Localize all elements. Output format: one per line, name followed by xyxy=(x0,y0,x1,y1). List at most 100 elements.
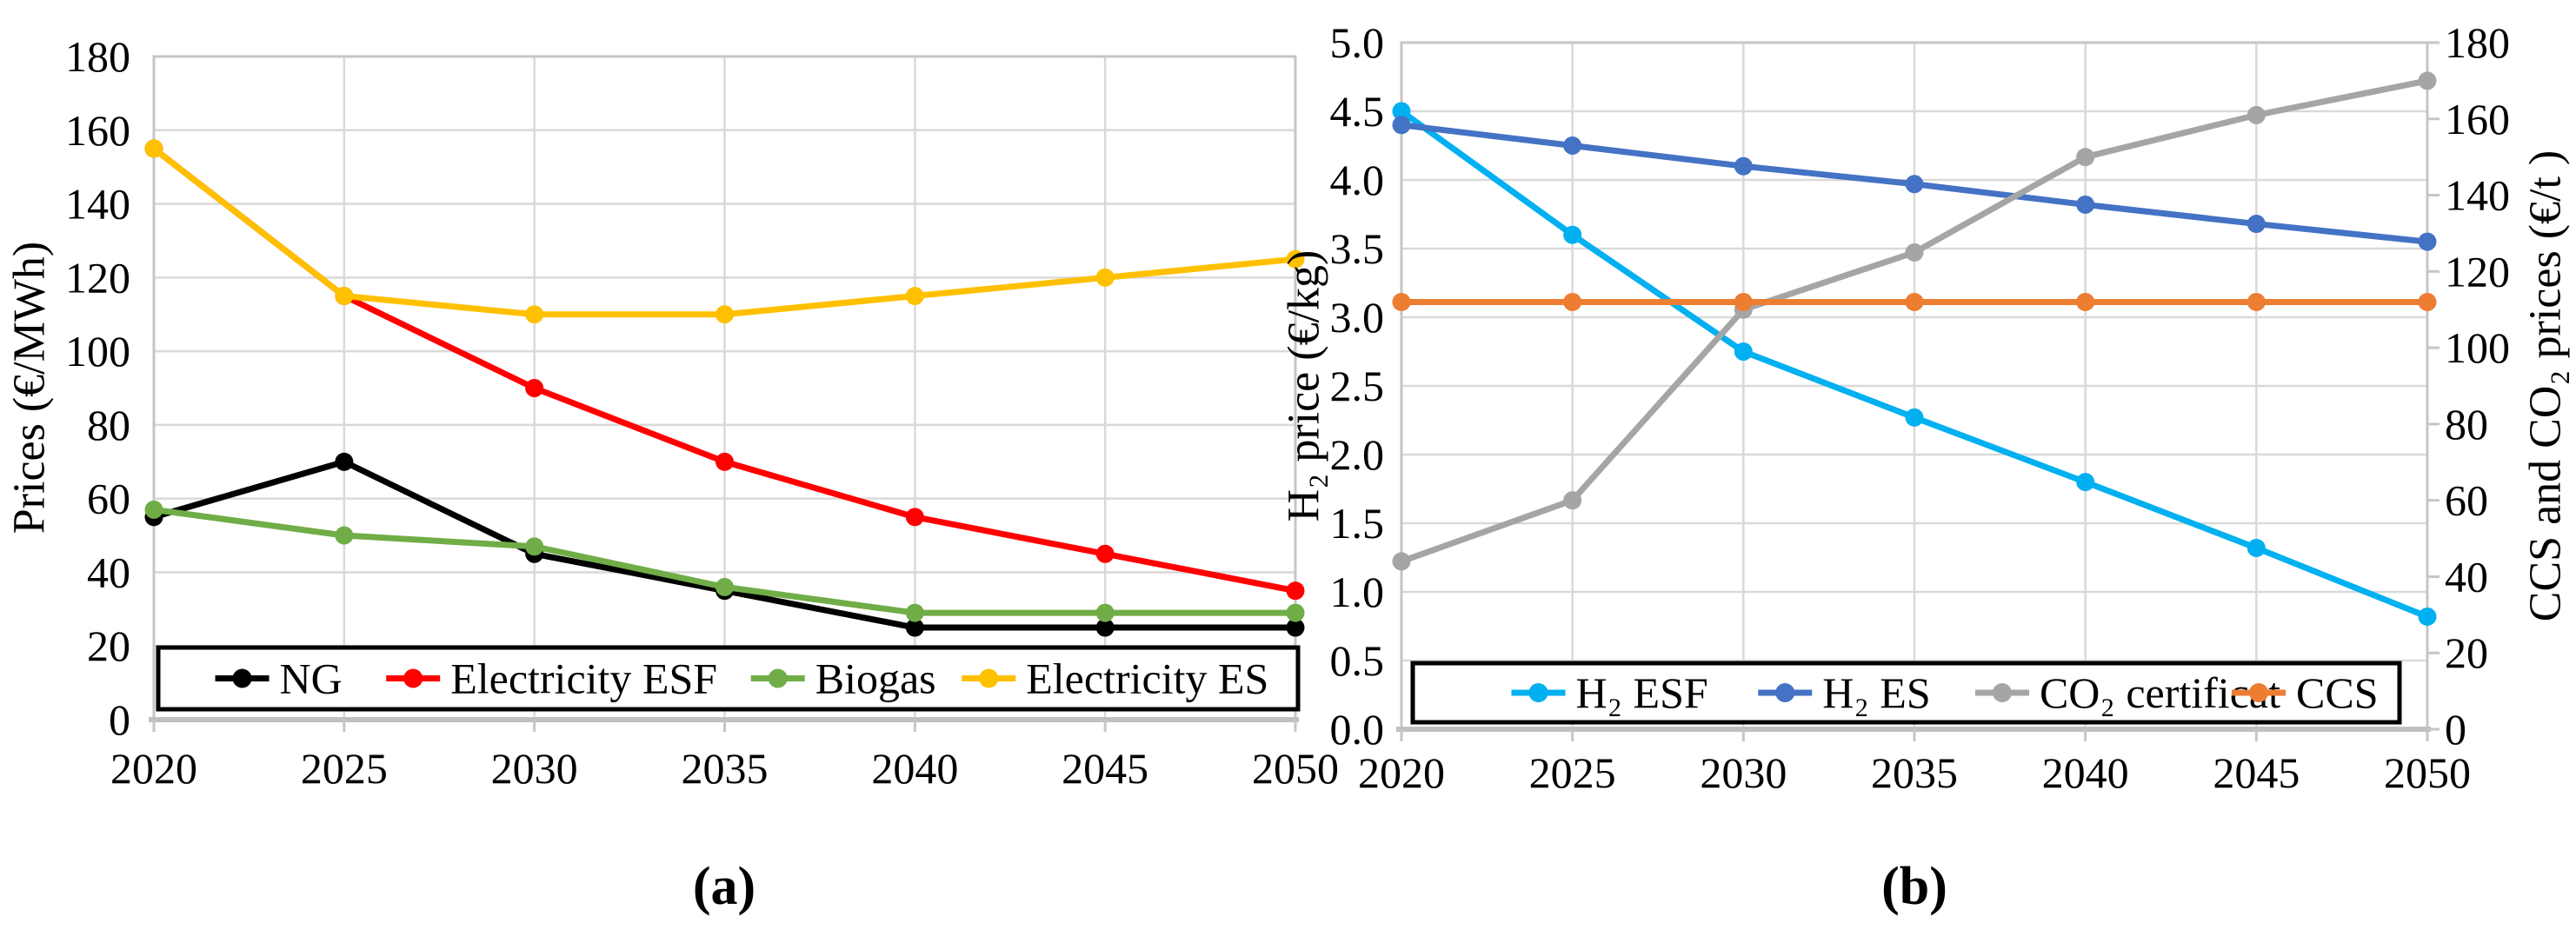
chart-a-ytick-120: 120 xyxy=(65,253,130,302)
chart-b-ytick-4.5: 4.5 xyxy=(1330,87,1385,136)
series-electricity-esf-marker-2040 xyxy=(905,508,924,527)
legend-marker-dot-electricity-esf xyxy=(403,668,423,688)
chart-a-ytick-140: 140 xyxy=(65,180,130,229)
series-ccs-marker-2025 xyxy=(1563,292,1582,311)
legend-marker-dot-h-esf xyxy=(1528,683,1548,702)
series-biogas-marker-2035 xyxy=(716,577,734,596)
legend-marker-dot-co-certificat xyxy=(1992,683,2012,702)
series-h-esf-marker-2040 xyxy=(2076,473,2095,492)
chart-b-right-ytick-80: 80 xyxy=(2445,400,2488,448)
series-h-es xyxy=(1392,116,2437,251)
chart-a-xtick-2045: 2045 xyxy=(1062,744,1148,793)
chart-a-xtick-2040: 2040 xyxy=(871,744,958,793)
series-co-certificat xyxy=(1392,71,2437,571)
series-ccs-marker-2050 xyxy=(2418,292,2437,311)
chart-b-right-ytick-140: 140 xyxy=(2445,171,2510,220)
series-electricity-esf-marker-2035 xyxy=(716,452,734,471)
chart-a-xtick-2035: 2035 xyxy=(682,744,769,793)
chart-b-right-ytick-100: 100 xyxy=(2445,323,2510,372)
series-h-es-marker-2020 xyxy=(1392,116,1411,135)
legend-marker-dot-biogas xyxy=(768,668,788,688)
caption-a: (a) xyxy=(692,857,756,916)
chart-b-legend: H₂ ESF H₂ ES CO₂ certificat CCS xyxy=(1410,661,2402,725)
legend-label-electricity-esf: Electricity ESF xyxy=(450,654,717,703)
caption-b: (b) xyxy=(1881,857,1947,916)
chart-b-right-ytick-60: 60 xyxy=(2445,476,2488,525)
series-electricity-esf-marker-2045 xyxy=(1095,544,1115,563)
chart-b-xtick-2040: 2040 xyxy=(2042,748,2129,797)
chart-b-right-y-axis-title: CCS and CO₂ prices (€/t ) xyxy=(2521,150,2571,621)
chart-a-gridlines xyxy=(154,56,1295,720)
series-ccs-marker-2030 xyxy=(1734,292,1753,311)
legend-marker-dot-electricity-es xyxy=(979,668,999,688)
chart-b-right-ytick-20: 20 xyxy=(2445,628,2488,677)
legend-marker-dot-ccs xyxy=(2249,683,2269,702)
chart-a-y-axis-title: Prices (€/MWh) xyxy=(5,242,55,534)
series-biogas-marker-2050 xyxy=(1286,603,1305,622)
chart-a-ytick-20: 20 xyxy=(87,621,130,670)
chart-a-ytick-40: 40 xyxy=(87,548,130,596)
chart-b-ytick-2.5: 2.5 xyxy=(1330,362,1385,410)
chart-b-right-ytick-160: 160 xyxy=(2445,95,2510,143)
series-electricity-es-marker-2040 xyxy=(905,287,924,306)
legend-label-electricity-es: Electricity ES xyxy=(1026,654,1268,703)
chart-a-ytick-0: 0 xyxy=(109,695,130,744)
chart-b-xtick-2035: 2035 xyxy=(1871,748,1958,797)
chart-a-xtick-2030: 2030 xyxy=(491,744,578,793)
chart-b-xtick-2045: 2045 xyxy=(2213,748,2300,797)
chart-a-tick-marks xyxy=(152,720,1297,732)
chart-b-right-ytick-120: 120 xyxy=(2445,247,2510,296)
series-h-esf-marker-2045 xyxy=(2247,538,2266,557)
series-h-es-marker-2025 xyxy=(1563,136,1582,155)
series-biogas-marker-2030 xyxy=(525,537,544,556)
legend-label-ng: NG xyxy=(280,654,343,703)
series-ng-marker-2025 xyxy=(335,452,354,471)
series-co-certificat-marker-2035 xyxy=(1905,242,1924,262)
chart-b-ytick-0.5: 0.5 xyxy=(1330,636,1385,685)
chart-a-legend: NG Electricity ESF Biogas Electricity ES xyxy=(156,645,1301,712)
series-co-certificat-marker-2040 xyxy=(2076,148,2095,167)
chart-a-ytick-160: 160 xyxy=(65,106,130,155)
series-electricity-es-marker-2020 xyxy=(144,139,163,158)
chart-a-xtick-2050: 2050 xyxy=(1252,744,1339,793)
legend-label-biogas: Biogas xyxy=(815,654,936,703)
series-h-esf xyxy=(1392,102,2437,626)
series-biogas-marker-2020 xyxy=(144,500,163,519)
legend-label-ccs: CCS xyxy=(2296,668,2379,717)
legend-item-electricity-esf: Electricity ESF xyxy=(386,654,717,703)
series-ccs-marker-2035 xyxy=(1905,292,1924,311)
chart-b-ytick-1.0: 1.0 xyxy=(1330,568,1385,616)
legend-item-ccs: CCS xyxy=(2232,668,2379,717)
chart-a-xtick-2025: 2025 xyxy=(301,744,388,793)
chart-b-xtick-2050: 2050 xyxy=(2384,748,2471,797)
series-ng-marker-2040 xyxy=(905,618,924,637)
legend-item-electricity-es: Electricity ES xyxy=(962,654,1268,703)
chart-b-ytick-3.0: 3.0 xyxy=(1330,293,1385,342)
legend-item-biogas: Biogas xyxy=(750,654,936,703)
chart-b-xtick-2020: 2020 xyxy=(1358,748,1445,797)
series-h-esf-marker-2030 xyxy=(1734,342,1753,361)
series-ng-marker-2045 xyxy=(1095,618,1115,637)
series-biogas-marker-2045 xyxy=(1095,603,1115,622)
chart-a-xtick-2020: 2020 xyxy=(110,744,197,793)
series-electricity-es xyxy=(144,139,1305,324)
series-biogas-marker-2025 xyxy=(335,526,354,545)
chart-b-right-ytick-40: 40 xyxy=(2445,552,2488,601)
series-ng-marker-2050 xyxy=(1286,618,1305,637)
chart-a-ytick-180: 180 xyxy=(65,32,130,81)
series-ccs xyxy=(1392,292,2437,311)
legend-item-h-es: H₂ ES xyxy=(1758,668,1931,717)
series-h-es-marker-2030 xyxy=(1734,156,1753,176)
legend-label-h-es: H₂ ES xyxy=(1822,668,1930,717)
chart-a-ytick-80: 80 xyxy=(87,401,130,449)
chart-b-right-ytick-180: 180 xyxy=(2445,18,2510,67)
chart-b-ytick-5.0: 5.0 xyxy=(1330,18,1385,67)
legend-item-h-esf: H₂ ESF xyxy=(1511,668,1708,717)
legend-item-ng: NG xyxy=(215,654,343,703)
legend-label-h-esf: H₂ ESF xyxy=(1576,668,1708,717)
chart-b-axis-labels: 0.00.51.01.52.02.53.03.54.04.55.00204060… xyxy=(1330,18,2511,797)
